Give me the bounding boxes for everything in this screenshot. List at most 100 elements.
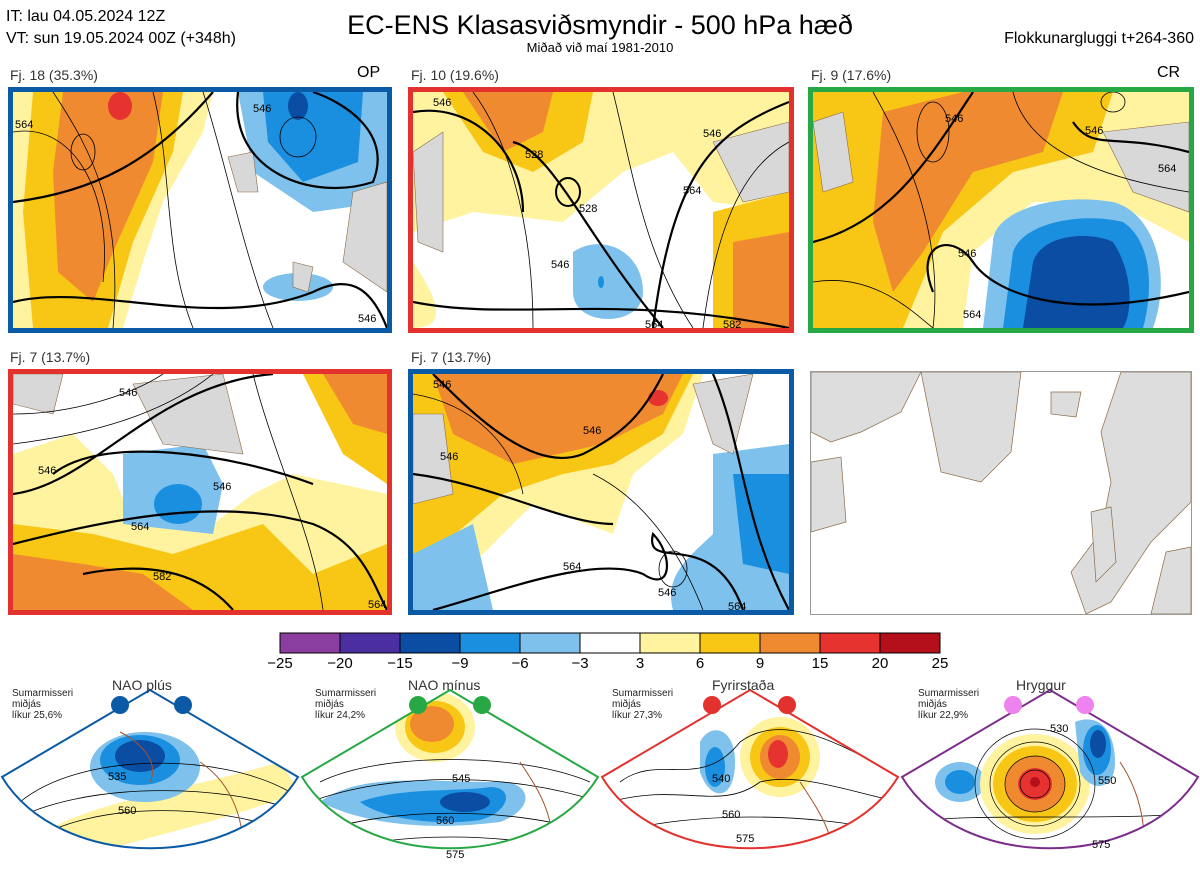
contour-label: 564 [645, 319, 663, 328]
contour-label: 560 [118, 805, 136, 817]
cluster-map-5[interactable]: 546 546 546 564 546 564 [408, 369, 794, 615]
panel-3-tag: CR [1157, 64, 1181, 81]
cluster-map-2[interactable]: 546 528 528 546 546 564 564 582 [408, 87, 794, 333]
anomaly-map-3: 546 546 564 546 564 [813, 92, 1189, 328]
contour-label: 546 [1085, 125, 1103, 137]
contour-label: 546 [433, 379, 451, 391]
colorbar-swatch [819, 632, 881, 654]
regime-map-blocking: 540 560 575 [600, 688, 900, 850]
regime-map-nao-plus: 535 560 [0, 688, 300, 850]
regime-stats: Sumarmisseri miðjás líkur 22,9% [918, 688, 980, 721]
contour-label: 575 [446, 849, 464, 861]
contour-label: 575 [736, 833, 754, 845]
contour-label: 546 [38, 465, 56, 477]
contour-label: 546 [945, 113, 963, 125]
contour-label: 582 [153, 571, 171, 583]
contour-label: 546 [703, 128, 721, 140]
contour-label: 564 [683, 185, 701, 197]
contour-label: 560 [436, 815, 454, 827]
contour-label: 546 [583, 425, 601, 437]
contour-label: 560 [722, 809, 740, 821]
panel-3-caption: Fj. 9 (17.6%) [811, 67, 892, 83]
contour-label: 540 [712, 773, 730, 785]
contour-label: 564 [368, 599, 386, 610]
contour-label: 546 [119, 387, 137, 399]
contour-label: 564 [728, 601, 746, 610]
contour-label: 564 [963, 309, 981, 321]
contour-label: 528 [579, 203, 597, 215]
contour-label: 546 [358, 313, 376, 325]
regime-name: NAO plús [112, 677, 172, 693]
colorbar-swatch [639, 632, 701, 654]
cluster-map-1[interactable]: 564 546 546 [8, 87, 392, 333]
contour-label: 546 [433, 97, 451, 109]
contour-label: 564 [131, 521, 149, 533]
regime-blocking: 540 560 575 Fyrirstaða Sumarmisseri miðj… [600, 672, 900, 871]
panel-4-caption: Fj. 7 (13.7%) [10, 349, 91, 365]
initial-time: IT: lau 04.05.2024 12Z [6, 8, 166, 25]
panel-2-caption: Fj. 10 (19.6%) [411, 67, 499, 83]
regime-nao-plus: 535 560 NAO plús Sumarmisseri miðjás lík… [0, 672, 300, 871]
colorbar-tick-label: −25 [267, 655, 293, 672]
colorbar-swatch [399, 632, 461, 654]
colorbar-tick-label: 15 [811, 655, 829, 672]
contour-label: 546 [958, 248, 976, 260]
colorbar-swatch [579, 632, 641, 654]
basemap-panel [810, 371, 1192, 615]
colorbar-tick-label: 9 [755, 655, 765, 672]
regime-stats: Sumarmisseri miðjás líkur 27,3% [612, 688, 674, 721]
colorbar-tick-label: 25 [931, 655, 949, 672]
anomaly-map-2: 546 528 528 546 546 564 564 582 [413, 92, 789, 328]
colorbar-swatch [519, 632, 581, 654]
regime-stats: Sumarmisseri miðjás líkur 24,2% [315, 688, 377, 721]
contour-label: 546 [658, 587, 676, 599]
contour-label: 546 [253, 103, 271, 115]
colorbar-swatch [459, 632, 521, 654]
regime-map-ridge: 530 550 575 [900, 688, 1200, 851]
contour-label: 546 [551, 259, 569, 271]
colorbar-swatch [759, 632, 821, 654]
regime-name: Fyrirstaða [712, 677, 775, 693]
colorbar-swatch [279, 632, 341, 654]
contour-label: 530 [1050, 723, 1068, 735]
colorbar [279, 632, 941, 654]
contour-label: 528 [525, 149, 543, 161]
colorbar-tick-label: 20 [871, 655, 889, 672]
regime-nao-minus: 545 560 575 NAO mínus Sumarmisseri miðjá… [300, 672, 600, 871]
page-title: EC-ENS Klasasviðsmyndir - 500 hPa hæð [347, 10, 853, 40]
regime-map-nao-minus: 545 560 575 [300, 688, 600, 861]
contour-label: 564 [563, 561, 581, 573]
colorbar-tick-label: 6 [695, 655, 705, 672]
colorbar-tick-label: −20 [327, 655, 353, 672]
contour-label: 546 [440, 451, 458, 463]
contour-label: 582 [723, 319, 741, 328]
panel-5-caption: Fj. 7 (13.7%) [411, 349, 492, 365]
regime-stats: Sumarmisseri miðjás líkur 25,6% [12, 688, 74, 721]
valid-time: VT: sun 19.05.2024 00Z (+348h) [6, 30, 236, 47]
contour-label: 550 [1098, 775, 1116, 787]
empty-basemap [811, 372, 1191, 614]
anomaly-map-1: 564 546 546 [13, 92, 387, 328]
colorbar-tick-label: 3 [635, 655, 645, 672]
panel-1-caption: Fj. 18 (35.3%) [10, 67, 98, 83]
colorbar-swatch [879, 632, 941, 654]
contour-label: 564 [1158, 163, 1176, 175]
panel-1-tag: OP [357, 64, 381, 81]
contour-label: 545 [452, 773, 470, 785]
colorbar-tick-label: −6 [511, 655, 529, 672]
cluster-map-4[interactable]: 546 546 546 564 582 564 [8, 369, 392, 615]
anomaly-map-4: 546 546 546 564 582 564 [13, 374, 387, 610]
page-subtitle: Miðað við maí 1981-2010 [526, 40, 674, 55]
contour-label: 575 [1092, 839, 1110, 851]
contour-label: 535 [108, 771, 126, 783]
contour-label: 564 [15, 119, 33, 131]
colorbar-swatch [339, 632, 401, 654]
run-info: IT: lau 04.05.2024 12Z VT: sun 19.05.202… [6, 6, 236, 50]
regime-name: NAO mínus [408, 677, 481, 693]
colorbar-tick-label: −9 [451, 655, 469, 672]
contour-label: 546 [213, 481, 231, 493]
colorbar-tick-label: −15 [387, 655, 413, 672]
regime-name: Hryggur [1016, 677, 1066, 693]
colorbar-tick-label: −3 [571, 655, 589, 672]
cluster-map-3[interactable]: 546 546 564 546 564 [808, 87, 1194, 333]
